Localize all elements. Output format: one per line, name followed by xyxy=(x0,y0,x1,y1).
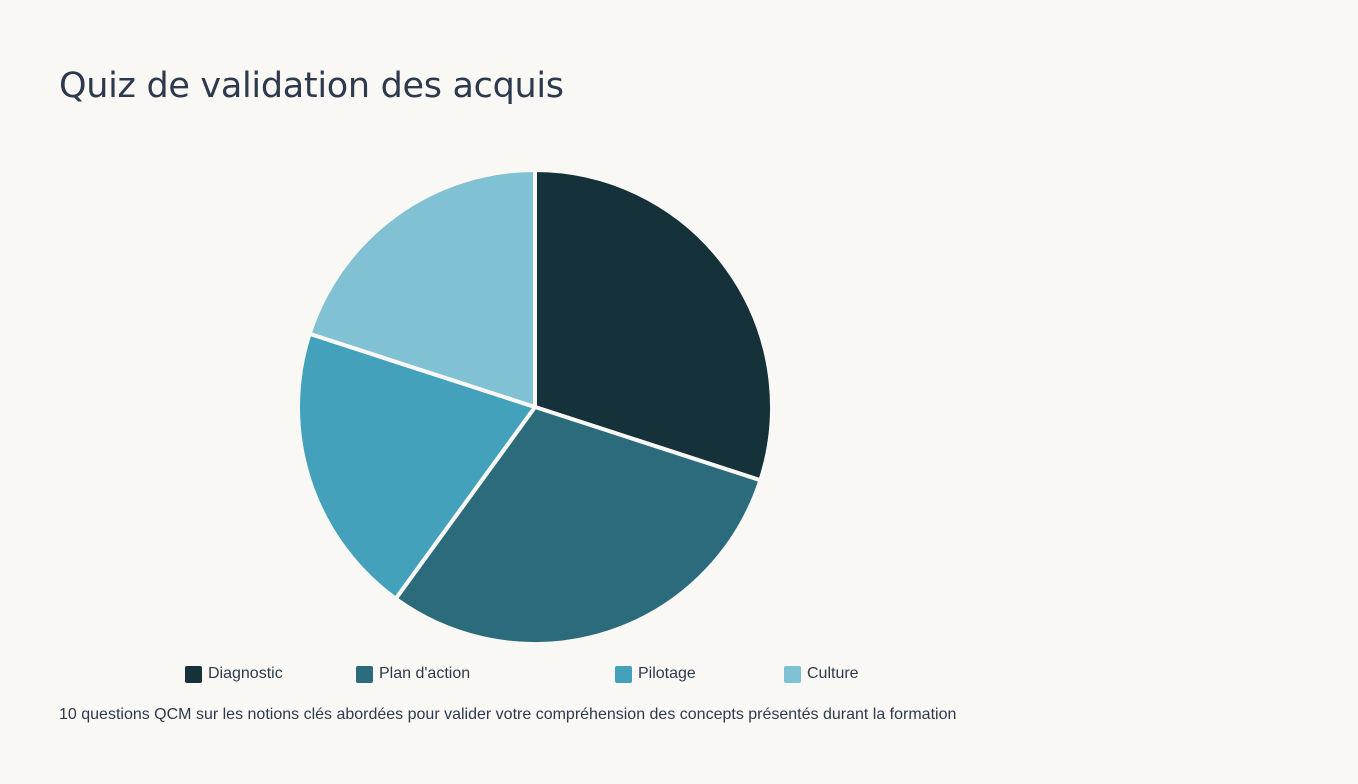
legend-item-culture: Culture xyxy=(784,664,859,684)
legend-label-plan-d-action: Plan d'action xyxy=(379,665,471,682)
legend-item-pilotage: Pilotage xyxy=(615,664,696,684)
chart-title: Quiz de validation des acquis xyxy=(59,66,564,106)
pie-slice-diagnostic xyxy=(533,168,774,483)
legend-item-diagnostic: Diagnostic xyxy=(185,664,283,684)
pie-slice-culture xyxy=(307,168,537,409)
pie-slice-plan-d-action xyxy=(393,405,763,646)
chart-subtitle: 10 questions QCM sur les notions clés ab… xyxy=(59,706,957,723)
legend-swatch-plan-d-action xyxy=(356,665,373,683)
legend-swatch-pilotage xyxy=(615,665,632,683)
legend-swatch-diagnostic xyxy=(185,665,202,683)
legend-label-pilotage: Pilotage xyxy=(638,665,696,682)
legend-label-diagnostic: Diagnostic xyxy=(208,665,283,682)
legend-label-culture: Culture xyxy=(807,665,859,682)
legend-item-plan-d-action: Plan d'action xyxy=(356,664,470,684)
pie-slice-pilotage xyxy=(296,331,537,601)
legend-swatch-culture xyxy=(784,665,801,683)
